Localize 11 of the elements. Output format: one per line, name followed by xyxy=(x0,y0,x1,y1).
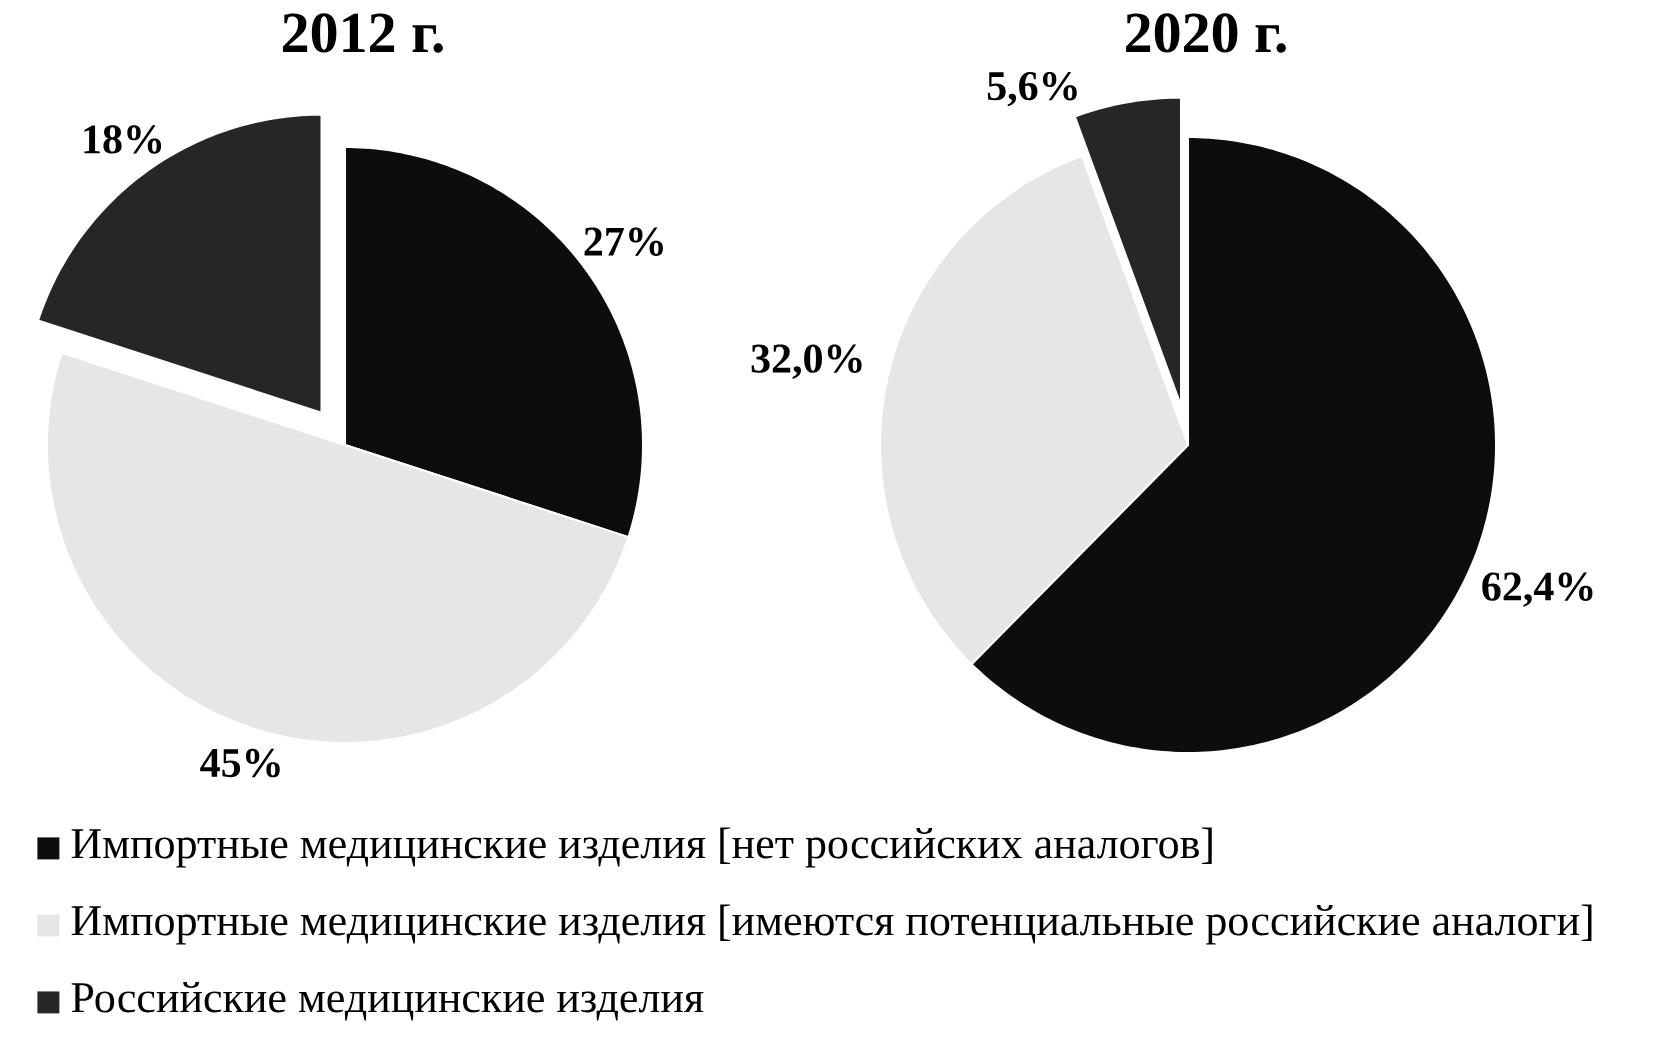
data-label: 62,4% xyxy=(1482,572,1593,607)
legend-label: Импортные медицинские изделия [имеются потенциальные российские аналоги] xyxy=(71,904,1592,945)
data-label: 27% xyxy=(584,227,663,256)
data-label: 45% xyxy=(200,748,280,778)
chart-title: 2012 г. xyxy=(283,13,443,53)
chart-title: 2020 г. xyxy=(1126,13,1286,53)
data-label: 5,6% xyxy=(987,71,1077,107)
data-label: 18% xyxy=(84,125,162,154)
data-label: 32,0% xyxy=(751,344,862,379)
legend-label: Импортные медицинские изделия [нет российских аналогов] xyxy=(71,827,1212,868)
legend-label: Российские медицинские изделия xyxy=(71,981,704,1021)
